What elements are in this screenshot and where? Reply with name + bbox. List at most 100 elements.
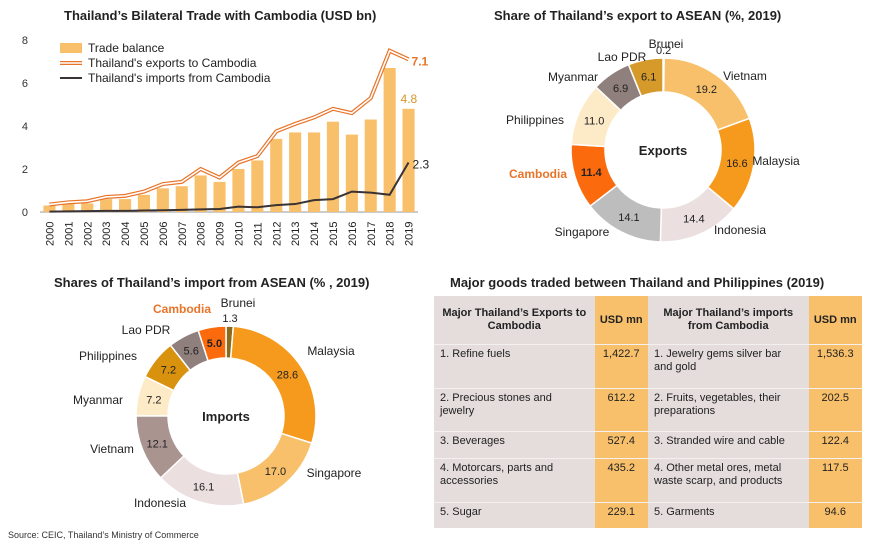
table-cell: 435.2: [594, 457, 648, 503]
slice-value-label: 17.0: [265, 466, 286, 478]
table-cell: 1,536.3: [808, 344, 862, 389]
slice-category-label: Myanmar: [548, 70, 598, 84]
y-tick-label: 4: [22, 121, 28, 133]
y-tick-label: 8: [22, 35, 28, 47]
x-tick-label: 2005: [139, 222, 151, 246]
slice-category-label: Vietnam: [90, 442, 134, 456]
slice-value-label: 0.2: [656, 45, 671, 57]
legend-swatch: [60, 43, 82, 53]
trade-chart-title: Thailand’s Bilateral Trade with Cambodia…: [64, 8, 377, 23]
x-tick-label: 2010: [233, 222, 245, 246]
x-tick-label: 2001: [63, 222, 75, 246]
slice-value-label: 6.9: [613, 83, 628, 95]
slice-category-label: Lao PDR: [122, 323, 171, 337]
bar: [119, 199, 132, 212]
slice-category-label: Cambodia: [509, 167, 567, 181]
x-tick-label: 2002: [82, 222, 94, 246]
table-cell: 229.1: [594, 501, 648, 528]
slice-category-label: Malaysia: [752, 154, 800, 168]
goods-table: Major Thailand’s Exports to Cambodia USD…: [434, 296, 862, 528]
table-cell: 5. Garments: [648, 501, 809, 528]
bar: [364, 119, 377, 212]
slice-value-label: 5.0: [207, 338, 222, 350]
bar: [345, 134, 358, 212]
slice-category-label: Philippines: [506, 113, 564, 127]
import-pie-title: Shares of Thailand’s import from ASEAN (…: [54, 275, 370, 290]
x-tick-label: 2000: [44, 222, 56, 246]
table-cell: 117.5: [808, 457, 862, 503]
table-cell: 3. Beverages: [434, 431, 595, 459]
table-header: USD mn: [808, 296, 862, 345]
slice-value-label: 16.6: [726, 158, 747, 170]
x-tick-label: 2008: [196, 222, 208, 246]
table-cell: 122.4: [808, 431, 862, 459]
slice-value-label: 12.1: [147, 438, 168, 450]
x-tick-label: 2019: [404, 222, 416, 246]
bar: [43, 205, 56, 212]
table-row: 1. Refine fuels 1,422.7 1. Jewelry gems si…: [434, 344, 862, 389]
slice-category-label: Singapore: [555, 225, 610, 239]
donut-slice: [197, 325, 227, 362]
slice-category-label: Myanmar: [73, 393, 123, 407]
bar: [137, 194, 150, 212]
bar: [194, 175, 207, 212]
x-tick-label: 2006: [158, 222, 170, 246]
bar: [156, 188, 169, 212]
legend-entry: Thailand's imports from Cambodia: [88, 71, 271, 85]
exports-line-inner: [49, 49, 409, 206]
balance-end-label: 4.8: [401, 92, 418, 106]
bar: [402, 108, 415, 212]
slice-category-label: Indonesia: [714, 223, 766, 237]
table-cell: 2. Fruits, vegetables, their preparation…: [648, 387, 809, 432]
slice-value-label: 11.4: [581, 167, 603, 179]
bar: [213, 181, 226, 212]
table-cell: 5. Sugar: [434, 501, 595, 528]
export-pie-title: Share of Thailand’s export to ASEAN (%, …: [494, 8, 782, 23]
bar: [81, 203, 94, 212]
table-cell: 1. Jewelry gems silver bar and gold: [648, 344, 809, 389]
table-header: Major Thailand’s imports from Cambodia: [663, 307, 794, 332]
exports-end-label: 7.1: [412, 54, 429, 68]
table-row: 4. Motorcars, parts and accessories 435.2…: [434, 457, 862, 503]
x-tick-label: 2017: [366, 222, 378, 246]
bar: [100, 199, 113, 212]
slice-value-label: 5.6: [184, 346, 199, 358]
slice-category-label: Brunei: [221, 296, 256, 310]
slice-category-label: Indonesia: [134, 496, 186, 510]
bar: [175, 186, 188, 212]
slice-value-label: 11.0: [584, 115, 605, 127]
table-header-row: Major Thailand’s Exports to Cambodia USD…: [434, 296, 862, 345]
x-tick-label: 2003: [101, 222, 113, 246]
x-tick-label: 2015: [328, 222, 340, 246]
slice-value-label: 28.6: [277, 370, 298, 382]
slice-value-label: 14.4: [683, 213, 704, 225]
bar: [251, 160, 264, 212]
x-tick-label: 2012: [271, 222, 283, 246]
x-tick-label: 2013: [290, 222, 302, 246]
table-cell: 1,422.7: [594, 344, 648, 389]
table-cell: 2. Precious stones and jewelry: [434, 387, 595, 432]
slice-category-label: Vietnam: [723, 69, 767, 83]
table-cell: 612.2: [594, 387, 648, 432]
legend-entry: Thailand's exports to Cambodia: [88, 56, 257, 70]
table-header: USD mn: [594, 296, 648, 345]
slice-value-label: 19.2: [696, 84, 717, 96]
table-row: 3. Beverages 527.4 3. Stranded wire and ca…: [434, 431, 862, 459]
x-tick-label: 2014: [309, 222, 321, 246]
y-tick-label: 2: [22, 164, 28, 176]
donut-center-label: Exports: [639, 143, 687, 158]
x-tick-label: 2004: [120, 222, 132, 246]
imports-line: [49, 162, 410, 213]
legend-entry: Trade balance: [88, 41, 165, 55]
x-tick-label: 2018: [385, 222, 397, 246]
x-tick-label: 2009: [215, 222, 227, 246]
table-cell: 94.6: [808, 501, 862, 528]
bar: [383, 67, 396, 212]
slice-value-label: 7.2: [146, 394, 161, 406]
slice-value-label: 14.1: [618, 212, 639, 224]
y-tick-label: 0: [22, 207, 28, 219]
slice-value-label: 1.3: [222, 313, 237, 325]
donut-slice: [627, 57, 664, 98]
bar: [270, 138, 283, 212]
bar: [62, 203, 75, 212]
